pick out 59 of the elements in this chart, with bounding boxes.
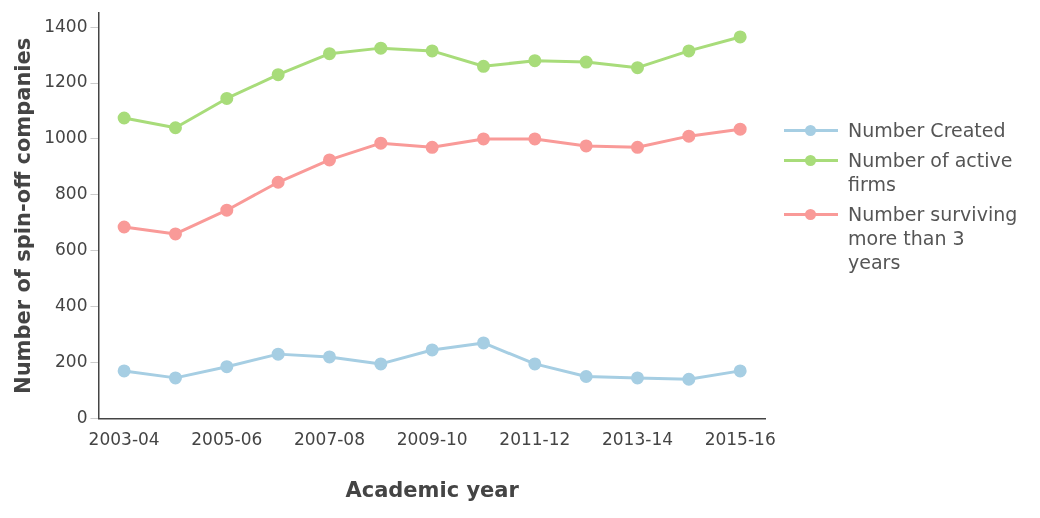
point	[631, 61, 644, 75]
point	[322, 47, 336, 61]
point	[271, 175, 285, 189]
point	[425, 343, 439, 357]
point	[425, 44, 439, 58]
y-tick-label: 400	[55, 295, 88, 316]
y-tick-label: 200	[55, 350, 88, 371]
point	[322, 153, 336, 167]
x-tick-label: 2013-14	[601, 429, 674, 450]
x-tick-label: 2003-04	[88, 429, 160, 450]
point	[271, 68, 285, 82]
point	[374, 136, 388, 150]
point	[168, 227, 182, 241]
point	[733, 122, 747, 136]
point	[168, 371, 182, 385]
x-axis-title: Academic year	[345, 477, 520, 502]
y-tick-label: 0	[76, 406, 88, 427]
point	[733, 364, 747, 378]
point	[528, 54, 542, 68]
y-tick-label: 1200	[44, 71, 88, 92]
point	[220, 91, 234, 105]
point	[476, 132, 490, 146]
point	[168, 121, 182, 135]
x-tick-label: 2005-06	[191, 429, 263, 450]
point	[117, 220, 131, 234]
point	[631, 140, 644, 154]
point	[682, 129, 696, 143]
x-tick-label: 2015-16	[704, 429, 776, 450]
point	[528, 357, 542, 371]
point	[579, 55, 593, 69]
legend-label: Number of active firms	[848, 148, 1014, 196]
point	[117, 364, 131, 378]
y-axis-title: Number of spin-off companies	[11, 37, 36, 394]
point	[682, 372, 696, 386]
point	[322, 350, 336, 364]
x-tick-label: 2011-12	[499, 429, 571, 450]
point	[476, 59, 490, 73]
point	[579, 139, 593, 153]
y-tick-label: 1400	[44, 15, 88, 36]
point	[220, 203, 234, 217]
point	[271, 347, 285, 361]
point	[374, 357, 388, 371]
point	[682, 44, 696, 58]
point	[425, 140, 439, 154]
point	[528, 132, 542, 146]
legend-label: Number surviving more than 3 years	[848, 202, 1019, 274]
y-tick-label: 1000	[44, 127, 88, 148]
x-tick-label: 2007-08	[293, 429, 365, 450]
point	[631, 371, 644, 385]
y-tick-label: 600	[55, 239, 88, 260]
point	[579, 369, 593, 383]
point	[374, 41, 388, 55]
point	[476, 336, 490, 350]
y-tick-label: 800	[55, 183, 88, 204]
point	[117, 111, 131, 125]
x-tick-label: 2009-10	[396, 429, 468, 450]
point	[733, 30, 747, 44]
point	[220, 360, 234, 374]
legend-label: Number Created	[848, 118, 1006, 142]
